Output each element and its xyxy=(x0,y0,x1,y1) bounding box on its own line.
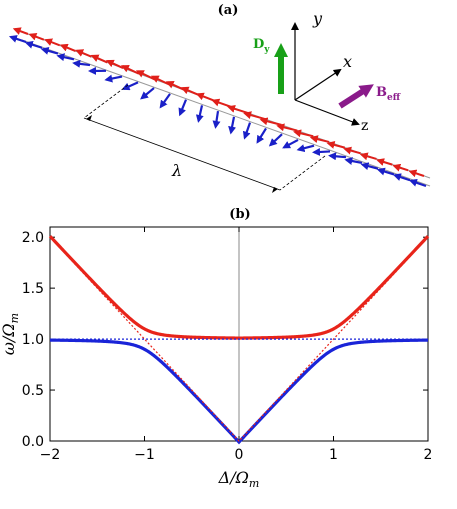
y-tick-label: 0.0 xyxy=(22,434,44,450)
blue-spin-arrow xyxy=(328,152,347,161)
red-spin-arrow xyxy=(59,43,76,52)
x-axis-letter: x xyxy=(343,52,352,71)
y-tick-label: 0.5 xyxy=(22,383,44,399)
blue-spin-arrow xyxy=(72,59,91,68)
blue-spin-arrow xyxy=(360,162,379,171)
beff-label: Beff xyxy=(376,85,401,103)
blue-spin-arrow xyxy=(140,87,155,100)
red-spin-arrow xyxy=(105,59,124,69)
red-spin-arrow xyxy=(120,65,140,75)
panel-a-label: (a) xyxy=(218,3,239,18)
blue-spin-arrow xyxy=(56,53,75,62)
red-spin-arrow xyxy=(359,152,377,161)
z-axis-letter: z xyxy=(361,118,368,134)
blue-spin-arrow xyxy=(268,133,283,147)
red-spin-arrow xyxy=(259,117,282,126)
coordinate-axes xyxy=(291,22,360,126)
red-spin-arrow xyxy=(150,75,171,87)
blue-spin-arrow xyxy=(242,122,252,140)
red-spin-arrow xyxy=(408,169,425,178)
red-spin-arrows xyxy=(12,27,425,178)
blue-spin-arrow xyxy=(121,81,139,91)
blue-spin-arrow xyxy=(344,157,363,165)
blue-spin-arrow xyxy=(392,173,411,182)
wavelength-bracket xyxy=(83,84,326,193)
blue-spin-arrows xyxy=(8,35,427,188)
blue-spin-arrow xyxy=(408,178,427,188)
x-tick-label: 2 xyxy=(424,447,433,463)
red-spin-arrow xyxy=(309,135,330,144)
axis-ticks: −2 −1 0 1 2 0.0 0.5 1.0 1.5 2.0 xyxy=(22,227,433,463)
red-spin-arrow xyxy=(326,141,346,149)
blue-spin-arrow xyxy=(228,116,237,135)
blue-spin-arrow xyxy=(282,138,299,149)
panel-b-label: (b) xyxy=(229,207,250,222)
dispersion-chart: −2 −1 0 1 2 0.0 0.5 1.0 1.5 2.0 Δ/Ωm ω/Ωm xyxy=(0,226,433,490)
blue-spin-arrow xyxy=(8,35,27,44)
blue-spin-arrow xyxy=(312,147,331,156)
x-tick-label: 0 xyxy=(235,447,244,463)
red-spin-arrow xyxy=(90,54,108,64)
y-axis-letter: y xyxy=(312,9,323,28)
blue-spin-arrow xyxy=(178,99,188,117)
beff-vector-icon xyxy=(338,84,374,109)
x-tick-label: 1 xyxy=(329,447,338,463)
blue-spin-arrow xyxy=(256,127,267,144)
red-spin-arrow xyxy=(243,111,266,121)
x-axis-label: Δ/Ωm xyxy=(218,468,260,490)
series-line-solid xyxy=(48,235,430,340)
red-spin-arrow xyxy=(12,27,29,35)
red-spin-arrow xyxy=(376,158,393,166)
wavelength-label: λ xyxy=(171,161,182,180)
x-tick-label: −1 xyxy=(134,447,155,463)
red-spin-arrow xyxy=(44,38,61,47)
y-tick-label: 1.0 xyxy=(22,332,44,348)
blue-spin-arrow xyxy=(104,74,123,83)
y-tick-label: 1.5 xyxy=(22,281,44,297)
y-tick-label: 2.0 xyxy=(22,230,44,246)
red-spin-arrow xyxy=(75,49,92,58)
blue-spin-arrow xyxy=(159,93,171,109)
panel-a: (a) λ y x z Dy Beff xyxy=(8,3,431,193)
blue-spin-arrow xyxy=(195,105,204,123)
blue-spin-arrow xyxy=(24,40,43,49)
red-spin-arrow xyxy=(135,70,156,81)
red-spin-arrow xyxy=(392,163,409,172)
red-spin-arrow xyxy=(343,146,361,155)
blue-spin-arrow xyxy=(376,167,395,176)
blue-spin-arrow xyxy=(296,144,315,153)
series-line-dotted xyxy=(49,236,429,442)
series-line-solid xyxy=(49,338,429,445)
red-spin-arrow xyxy=(28,32,45,41)
x-tick-label: −2 xyxy=(40,447,61,463)
red-spin-arrow xyxy=(227,105,251,115)
y-axis-label: ω/Ωm xyxy=(0,313,21,355)
series-layer xyxy=(48,235,430,445)
blue-chain-line xyxy=(21,39,431,187)
dy-label: Dy xyxy=(253,37,270,55)
blue-spin-arrow xyxy=(40,46,59,55)
blue-spin-arrow xyxy=(212,110,221,129)
